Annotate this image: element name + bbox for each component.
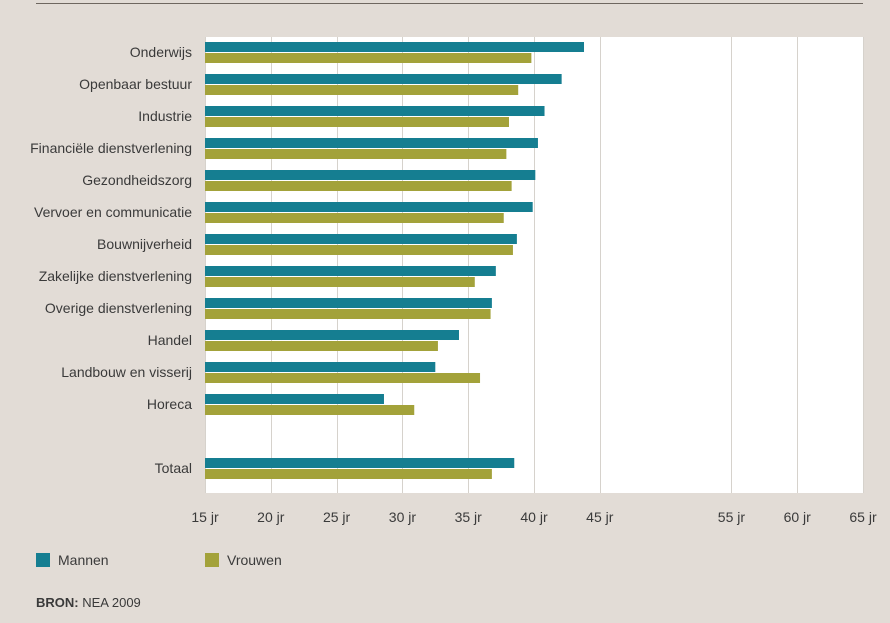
bar-vrouwen — [205, 149, 507, 159]
category-label: Onderwijs — [130, 44, 192, 60]
bars — [205, 42, 585, 479]
bar-mannen — [205, 74, 562, 84]
bar-vrouwen — [205, 373, 481, 383]
category-label: Bouwnijverheid — [97, 236, 192, 252]
bar-vrouwen — [205, 309, 491, 319]
category-label: Totaal — [155, 460, 192, 476]
legend-swatch-vrouwen — [205, 553, 219, 567]
bar-vrouwen — [205, 341, 438, 351]
bar-mannen — [205, 202, 533, 212]
x-tick-label: 65 jr — [849, 509, 877, 525]
category-label: Gezondheidszorg — [82, 172, 192, 188]
x-tick-label: 35 jr — [455, 509, 483, 525]
bar-mannen — [205, 106, 545, 116]
x-tick-label: 60 jr — [784, 509, 812, 525]
category-labels: Onderwijs Openbaar bestuur Industrie Financ… — [30, 44, 192, 476]
bar-vrouwen — [205, 181, 512, 191]
x-tick-label: 55 jr — [718, 509, 746, 525]
bar-mannen — [205, 394, 384, 404]
bar-mannen — [205, 234, 517, 244]
category-label: Handel — [148, 332, 192, 348]
legend-label-vrouwen: Vrouwen — [227, 552, 282, 568]
bar-mannen — [205, 298, 492, 308]
x-tick-label: 20 jr — [257, 509, 285, 525]
x-tick-label: 45 jr — [586, 509, 614, 525]
x-tick-label: 15 jr — [191, 509, 219, 525]
category-label: Financiële dienstverlening — [30, 140, 192, 156]
bar-chart: Onderwijs Openbaar bestuur Industrie Financ… — [30, 37, 877, 525]
bar-vrouwen — [205, 117, 509, 127]
category-label: Industrie — [138, 108, 192, 124]
bar-mannen — [205, 330, 459, 340]
x-tick-label: 40 jr — [520, 509, 548, 525]
x-tick-label: 25 jr — [323, 509, 351, 525]
bar-mannen — [205, 138, 538, 148]
category-label: Zakelijke dienstverlening — [39, 268, 192, 284]
x-tick-labels: 15 jr 20 jr 25 jr 30 jr 35 jr 40 jr 45 jr 55 jr… — [191, 509, 877, 525]
category-label: Horeca — [147, 396, 192, 412]
legend-label-mannen: Mannen — [58, 552, 109, 568]
x-tick-label: 30 jr — [389, 509, 417, 525]
source-text: NEA 2009 — [82, 595, 141, 610]
bar-vrouwen — [205, 469, 492, 479]
bar-mannen — [205, 362, 436, 372]
bar-vrouwen — [205, 405, 415, 415]
bar-mannen — [205, 266, 496, 276]
category-label: Vervoer en communicatie — [34, 204, 192, 220]
legend-swatch-mannen — [36, 553, 50, 567]
bar-vrouwen — [205, 277, 475, 287]
top-rule — [36, 3, 863, 4]
bar-vrouwen — [205, 85, 519, 95]
bar-mannen — [205, 170, 536, 180]
bar-vrouwen — [205, 53, 532, 63]
category-label: Openbaar bestuur — [79, 76, 192, 92]
category-label: Landbouw en visserij — [61, 364, 192, 380]
bar-mannen — [205, 42, 585, 52]
bar-mannen — [205, 458, 515, 468]
bar-vrouwen — [205, 245, 513, 255]
bar-vrouwen — [205, 213, 504, 223]
category-label: Overige dienstverlening — [45, 300, 192, 316]
source-note: BRON: NEA 2009 — [36, 595, 141, 610]
source-label: BRON: — [36, 595, 79, 610]
